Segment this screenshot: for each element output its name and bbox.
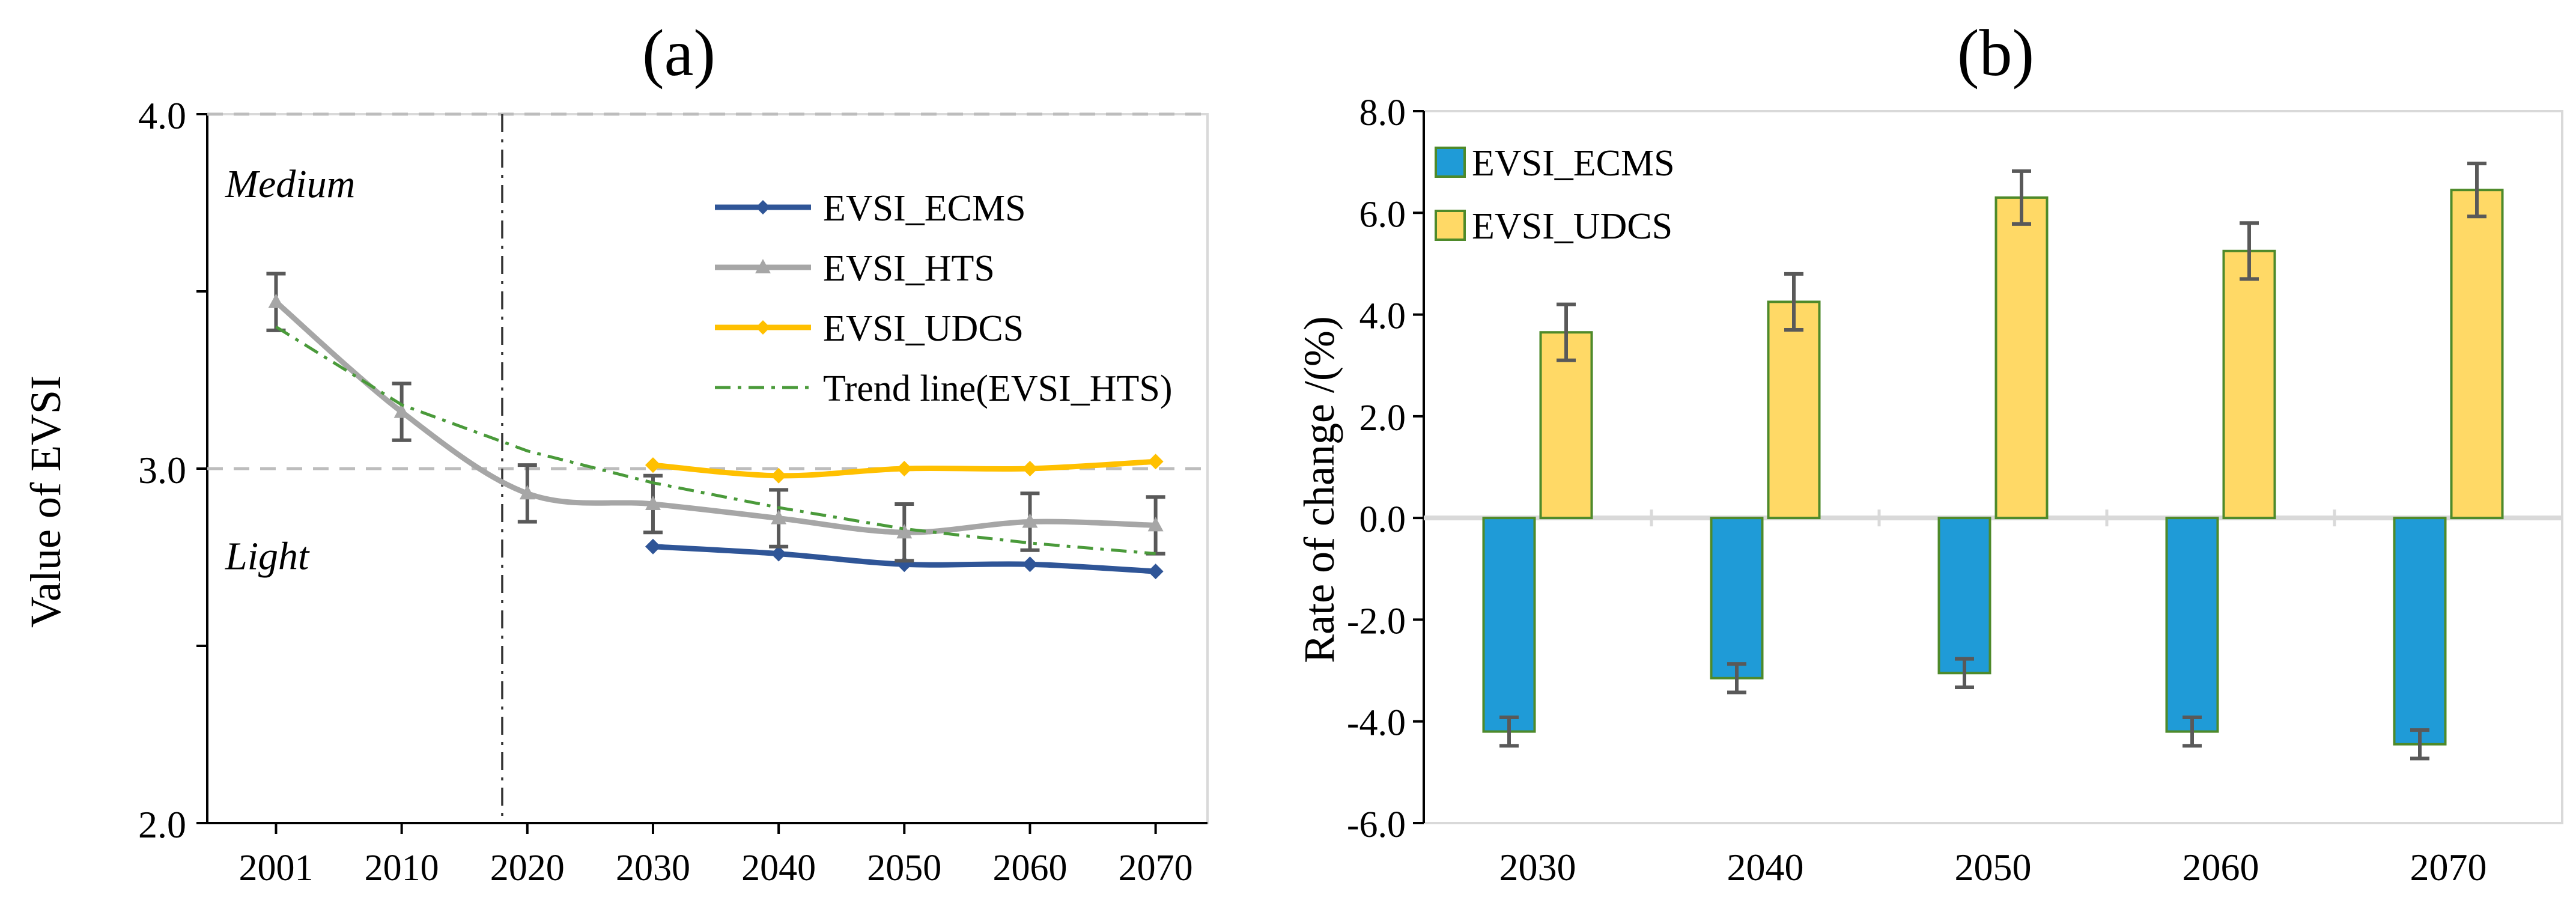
x-tick-label: 2010 <box>365 848 439 889</box>
bar-evsi-udcs <box>1994 196 2049 520</box>
y-tick-label: 2.0 <box>1359 398 1406 439</box>
y-tick-label: 3.0 <box>138 449 186 491</box>
bar-evsi-ecms <box>1710 517 1764 679</box>
legend-swatch <box>1435 210 1466 241</box>
data-point-marker <box>896 461 913 476</box>
panel-a-plot-area: 2.0 3.0 4.0 2001 2010 2020 2030 2040 2050 2060 207… <box>138 94 1209 889</box>
data-point-marker <box>1022 556 1038 573</box>
error-bar <box>1557 302 1576 362</box>
error-bar <box>2410 728 2429 761</box>
data-point-marker <box>519 485 535 500</box>
error-bar <box>1499 715 1519 748</box>
x-tick-label: 2020 <box>490 848 565 889</box>
zone-label-light: Light <box>225 535 310 579</box>
legend-marker <box>756 320 770 335</box>
legend-label: EVSI_ECMS <box>1472 143 1675 184</box>
x-tick-label: 2060 <box>992 848 1067 889</box>
x-tick-label: 2060 <box>2183 846 2259 889</box>
data-point-marker <box>645 457 661 473</box>
error-bar <box>1955 657 1974 689</box>
data-point-marker <box>1147 517 1164 532</box>
data-point-marker <box>896 524 913 539</box>
panel-a-ylabel: Value of EVSI <box>22 375 70 628</box>
legend-marker <box>756 200 770 214</box>
error-bar <box>1784 272 1803 332</box>
y-tick-label: 4.0 <box>1359 296 1406 337</box>
error-bar <box>2183 715 2202 748</box>
x-tick-label: 2040 <box>741 848 816 889</box>
legend-swatch <box>1435 147 1466 178</box>
data-point-marker <box>268 293 284 308</box>
zone-label-medium: Medium <box>225 162 355 206</box>
x-tick-label: 2030 <box>1499 846 1576 889</box>
panel-a-label: (a) <box>642 16 715 90</box>
x-tick-label: 2070 <box>1119 848 1193 889</box>
data-point-marker <box>1147 564 1164 580</box>
x-tick-label: 2050 <box>867 848 941 889</box>
panel-b-label: (b) <box>1957 16 2034 90</box>
error-bar <box>2240 221 2259 281</box>
legend-label: EVSI_HTS <box>823 248 995 289</box>
panel-b-legend: EVSI_ECMS EVSI_UDCS <box>1435 143 1675 247</box>
x-tick-label: 2070 <box>2410 846 2487 889</box>
bar-evsi-ecms <box>2165 517 2219 733</box>
bar-evsi-ecms <box>1937 517 1991 675</box>
y-tick-label: 8.0 <box>1359 93 1406 133</box>
data-point-marker <box>1147 454 1164 470</box>
y-tick-label: -4.0 <box>1347 703 1406 744</box>
panel-b-plot-area: -6.0 -4.0 -2.0 0.0 2.0 4.0 6.0 8.0 2030 2040 2050 2… <box>1347 93 2563 889</box>
legend-label: EVSI_ECMS <box>823 188 1026 229</box>
y-tick-label: 2.0 <box>138 803 186 846</box>
bar-evsi-udcs <box>1539 331 1593 520</box>
panel-b-ylabel: Rate of change /(%) <box>1295 316 1343 663</box>
data-point-marker <box>1022 513 1038 528</box>
legend-label: EVSI_UDCS <box>823 308 1024 349</box>
legend-label: Trend line(EVSI_HTS) <box>823 368 1173 409</box>
data-point-marker <box>771 467 787 484</box>
x-tick-label: 2030 <box>616 848 690 889</box>
legend-marker <box>755 259 771 273</box>
series-line-trend-line-evsi-hts <box>275 325 1156 556</box>
bar-evsi-udcs <box>2450 189 2504 520</box>
data-point-marker <box>771 546 787 562</box>
y-tick-label: 4.0 <box>138 94 186 137</box>
error-bar <box>2467 162 2486 219</box>
error-bar <box>1727 662 1746 695</box>
x-tick-label: 2040 <box>1727 846 1804 889</box>
y-tick-label: -6.0 <box>1347 804 1406 845</box>
y-tick-label: 6.0 <box>1359 194 1406 235</box>
x-tick-label: 2050 <box>1955 846 2032 889</box>
bar-evsi-ecms <box>1482 517 1536 733</box>
data-point-marker <box>645 538 661 555</box>
error-bar <box>2012 169 2031 226</box>
bar-evsi-ecms <box>2393 517 2447 746</box>
data-point-marker <box>645 496 661 510</box>
y-tick-label: 0.0 <box>1359 499 1406 540</box>
bar-evsi-udcs <box>2222 249 2276 520</box>
y-tick-label: -2.0 <box>1347 601 1406 642</box>
panel-a-legend: EVSI_ECMS EVSI_HTS EVSI_UDCS Trend line(EVS… <box>715 188 1173 409</box>
data-point-marker <box>1022 461 1038 476</box>
panel-b: (b) Rate of change /(%) -6.0 -4.0 -2.0 0.0 2… <box>1295 16 2563 889</box>
data-point-marker <box>771 509 787 524</box>
bar-evsi-udcs <box>1767 300 1821 520</box>
legend-label: EVSI_UDCS <box>1472 206 1672 247</box>
x-tick-label: 2001 <box>238 848 313 889</box>
data-point-marker <box>393 403 410 418</box>
